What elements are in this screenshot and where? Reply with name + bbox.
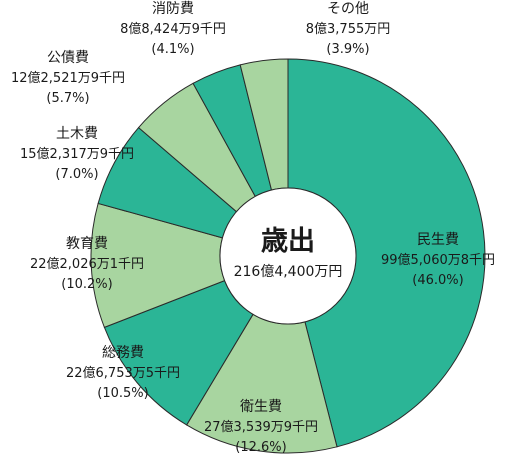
slice-label-4: 教育費 22億2,026万1千円 (10.2%) <box>30 236 144 292</box>
slice-name-label: 公債費 <box>47 50 89 66</box>
slice-name-label: 教育費 <box>66 236 108 252</box>
donut-center-hole <box>219 187 357 325</box>
slice-label-3: 総務費 22億6,753万5千円 (10.5%) <box>66 345 180 401</box>
slice-name-label: 土木費 <box>56 126 98 142</box>
chart-total: 216億4,400万円 <box>234 264 343 280</box>
slice-amount-label: 99億5,060万8千円 <box>381 252 495 268</box>
slice-amount-label: 22億2,026万1千円 <box>30 256 144 272</box>
slice-label-1: 民生費 99億5,060万8千円 (46.0%) <box>381 232 495 288</box>
slice-amount-label: 15億2,317万9千円 <box>20 146 134 162</box>
slice-name-label: 消防費 <box>152 1 194 17</box>
slice-label-6: 公債費 12億2,521万9千円 (5.7%) <box>11 50 125 106</box>
slice-amount-label: 27億3,539万9千円 <box>204 419 318 435</box>
slice-amount-label: 8億8,424万9千円 <box>120 21 226 37</box>
slice-percent-label: (10.2%) <box>61 277 112 292</box>
slice-percent-label: (10.5%) <box>97 386 148 401</box>
slice-label-7: 消防費 8億8,424万9千円 (4.1%) <box>120 1 226 57</box>
slice-amount-label: 8億3,755万円 <box>306 21 391 37</box>
slice-percent-label: (7.0%) <box>55 167 98 182</box>
slice-percent-label: (12.6%) <box>235 440 286 455</box>
slice-name-label: 衛生費 <box>240 399 282 415</box>
slice-name-label: その他 <box>327 1 369 17</box>
chart-title: 歳出 <box>261 226 315 257</box>
slice-amount-label: 22億6,753万5千円 <box>66 365 180 381</box>
slices-layer <box>90 58 486 454</box>
slice-label-8: その他 8億3,755万円 (3.9%) <box>306 1 391 57</box>
slice-percent-label: (5.7%) <box>46 91 89 106</box>
slice-label-2: 衛生費 27億3,539万9千円 (12.6%) <box>204 399 318 455</box>
slice-label-5: 土木費 15億2,317万9千円 (7.0%) <box>20 126 134 182</box>
slice-name-label: 民生費 <box>417 232 459 248</box>
slice-percent-label: (3.9%) <box>326 42 369 57</box>
labels-layer: 民生費 99億5,060万8千円 (46.0%) 衛生費 27億3,539万9千円 (12… <box>11 1 495 455</box>
slice-percent-label: (46.0%) <box>412 273 463 288</box>
slice-name-label: 総務費 <box>102 345 144 361</box>
slice-percent-label: (4.1%) <box>151 42 194 57</box>
slice-amount-label: 12億2,521万9千円 <box>11 70 125 86</box>
